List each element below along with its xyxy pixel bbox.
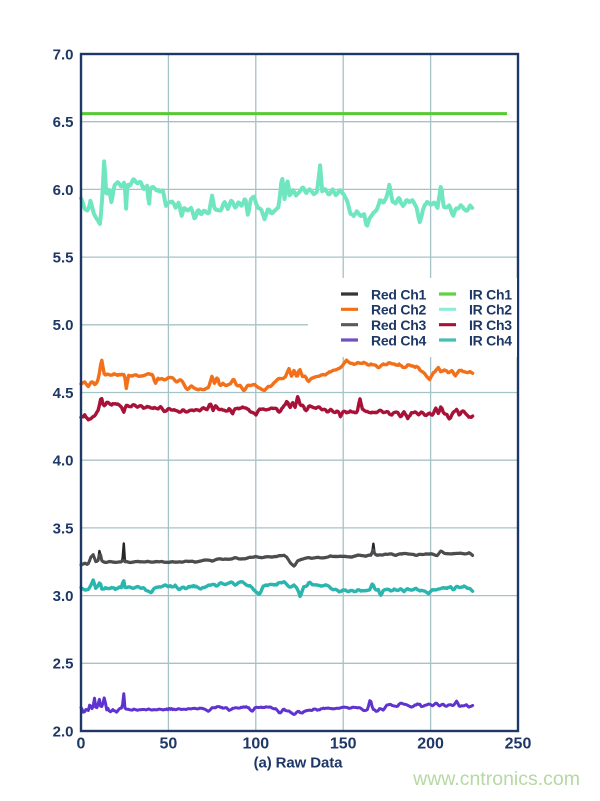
svg-text:5.5: 5.5 [53,250,74,267]
svg-text:150: 150 [330,736,357,753]
svg-text:IR Ch1: IR Ch1 [469,286,512,302]
svg-text:Red Ch2: Red Ch2 [371,302,427,318]
svg-text:IR Ch4: IR Ch4 [469,332,512,348]
svg-text:3.0: 3.0 [53,588,74,605]
svg-text:2.5: 2.5 [53,656,74,673]
svg-text:4.0: 4.0 [53,453,74,470]
svg-text:IR Ch2: IR Ch2 [469,302,512,318]
svg-text:6.0: 6.0 [53,182,74,199]
svg-text:(a) Raw Data: (a) Raw Data [254,755,344,772]
svg-text:IR Ch3: IR Ch3 [469,317,512,333]
svg-text:6.5: 6.5 [53,114,74,131]
svg-text:Red Ch3: Red Ch3 [371,317,427,333]
svg-text:4.5: 4.5 [53,385,74,402]
svg-text:7.0: 7.0 [53,46,74,63]
svg-text:250: 250 [505,736,532,753]
svg-text:3.5: 3.5 [53,520,74,537]
svg-text:www.cntronics.com: www.cntronics.com [412,768,580,790]
svg-text:5.0: 5.0 [53,317,74,334]
svg-text:100: 100 [242,736,269,753]
svg-text:2.0: 2.0 [53,723,74,740]
svg-text:0: 0 [77,736,86,753]
svg-text:Red Ch4: Red Ch4 [371,332,427,348]
svg-text:200: 200 [417,736,444,753]
svg-text:50: 50 [160,736,178,753]
svg-text:Red Ch1: Red Ch1 [371,286,427,302]
